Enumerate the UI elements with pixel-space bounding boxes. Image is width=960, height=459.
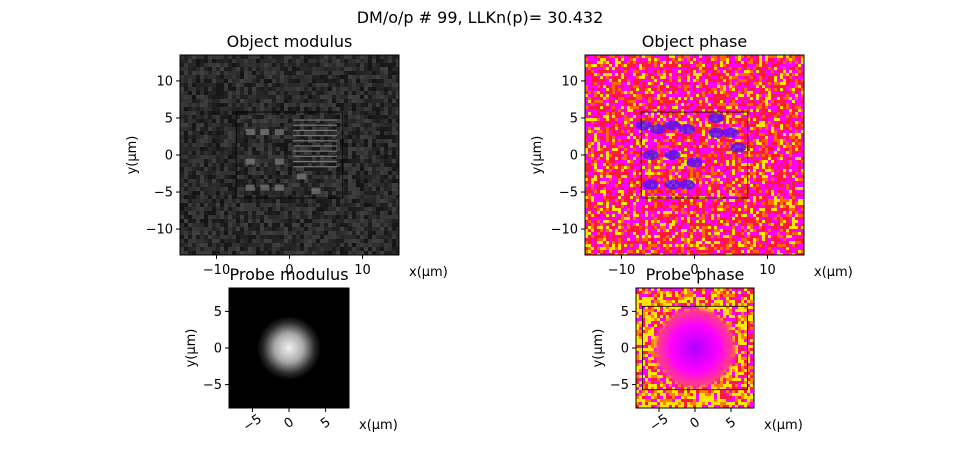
panel-probe-phase: Probe phase −5 0 5 5 0 −5 x(µm) y(µm) <box>591 265 803 435</box>
y-tick-label: 5 <box>214 305 222 320</box>
y-tick-label: −10 <box>551 223 578 238</box>
x-tick-label: 10 <box>759 263 776 278</box>
y-tick-label: −5 <box>559 186 578 201</box>
y-axis-label: y(µm) <box>591 329 606 368</box>
y-tick-label: 0 <box>621 342 629 357</box>
x-tick-label: −5 <box>241 412 265 435</box>
probe-phase-image <box>636 288 754 408</box>
y-tick-label: 0 <box>165 149 173 164</box>
y-tick-label: 10 <box>156 74 173 89</box>
panel-object-phase: Object phase −10 0 10 10 5 0 −5 −10 x(µm) y(µm) <box>530 32 853 280</box>
y-tick-label: −10 <box>146 223 173 238</box>
roi-rectangle <box>642 305 748 391</box>
panel-object-modulus: Object modulus −10 0 10 10 5 0 −5 −10 x(µm) y(µm) <box>125 32 448 280</box>
y-tick-label: −5 <box>203 378 222 393</box>
subplot-title: Object phase <box>642 32 747 51</box>
x-tick-label: −5 <box>647 412 671 435</box>
y-tick-label: 5 <box>165 111 173 126</box>
x-tick-label: 10 <box>354 263 371 278</box>
y-tick-label: −5 <box>610 378 629 393</box>
panel-probe-modulus: Probe modulus −5 0 5 5 0 −5 x(µm) y(µm) <box>184 265 398 435</box>
probe-modulus-image <box>229 288 349 408</box>
x-tick-label: −10 <box>608 263 635 278</box>
x-tick-label: 0 <box>282 415 297 432</box>
x-axis-label: x(µm) <box>359 418 398 433</box>
subplot-title: Probe modulus <box>229 265 348 284</box>
beam-spot <box>256 315 322 381</box>
x-tick-label: −10 <box>203 263 230 278</box>
x-tick-label: 0 <box>285 263 293 278</box>
x-tick-label: 5 <box>318 415 333 432</box>
roi-rectangle <box>640 111 749 199</box>
roi-rectangle <box>235 111 344 199</box>
y-axis-label: y(µm) <box>184 329 199 368</box>
x-tick-label: 0 <box>688 415 703 432</box>
y-axis-label: y(µm) <box>125 136 140 175</box>
x-axis-label: x(µm) <box>814 265 853 280</box>
y-tick-label: 0 <box>214 342 222 357</box>
y-tick-label: −5 <box>154 186 173 201</box>
y-axis-label: y(µm) <box>530 136 545 175</box>
subplot-title: Object modulus <box>227 32 353 51</box>
y-tick-label: 5 <box>621 305 629 320</box>
subplot-title: Probe phase <box>646 265 745 284</box>
subplot-grid: Object modulus−10 0 101050−5−10x(µm)y(µm)O… <box>125 32 853 435</box>
y-tick-label: 0 <box>570 149 578 164</box>
x-axis-label: x(µm) <box>409 265 448 280</box>
object-modulus-image <box>180 55 399 255</box>
object-phase-image <box>585 55 804 255</box>
figure-suptitle: DM/o/p # 99, LLKn(p)= 30.432 <box>357 8 604 27</box>
x-axis-label: x(µm) <box>764 418 803 433</box>
x-tick-label: 5 <box>724 415 739 432</box>
y-tick-label: 5 <box>570 111 578 126</box>
x-tick-label: 0 <box>690 263 698 278</box>
y-tick-label: 10 <box>561 74 578 89</box>
